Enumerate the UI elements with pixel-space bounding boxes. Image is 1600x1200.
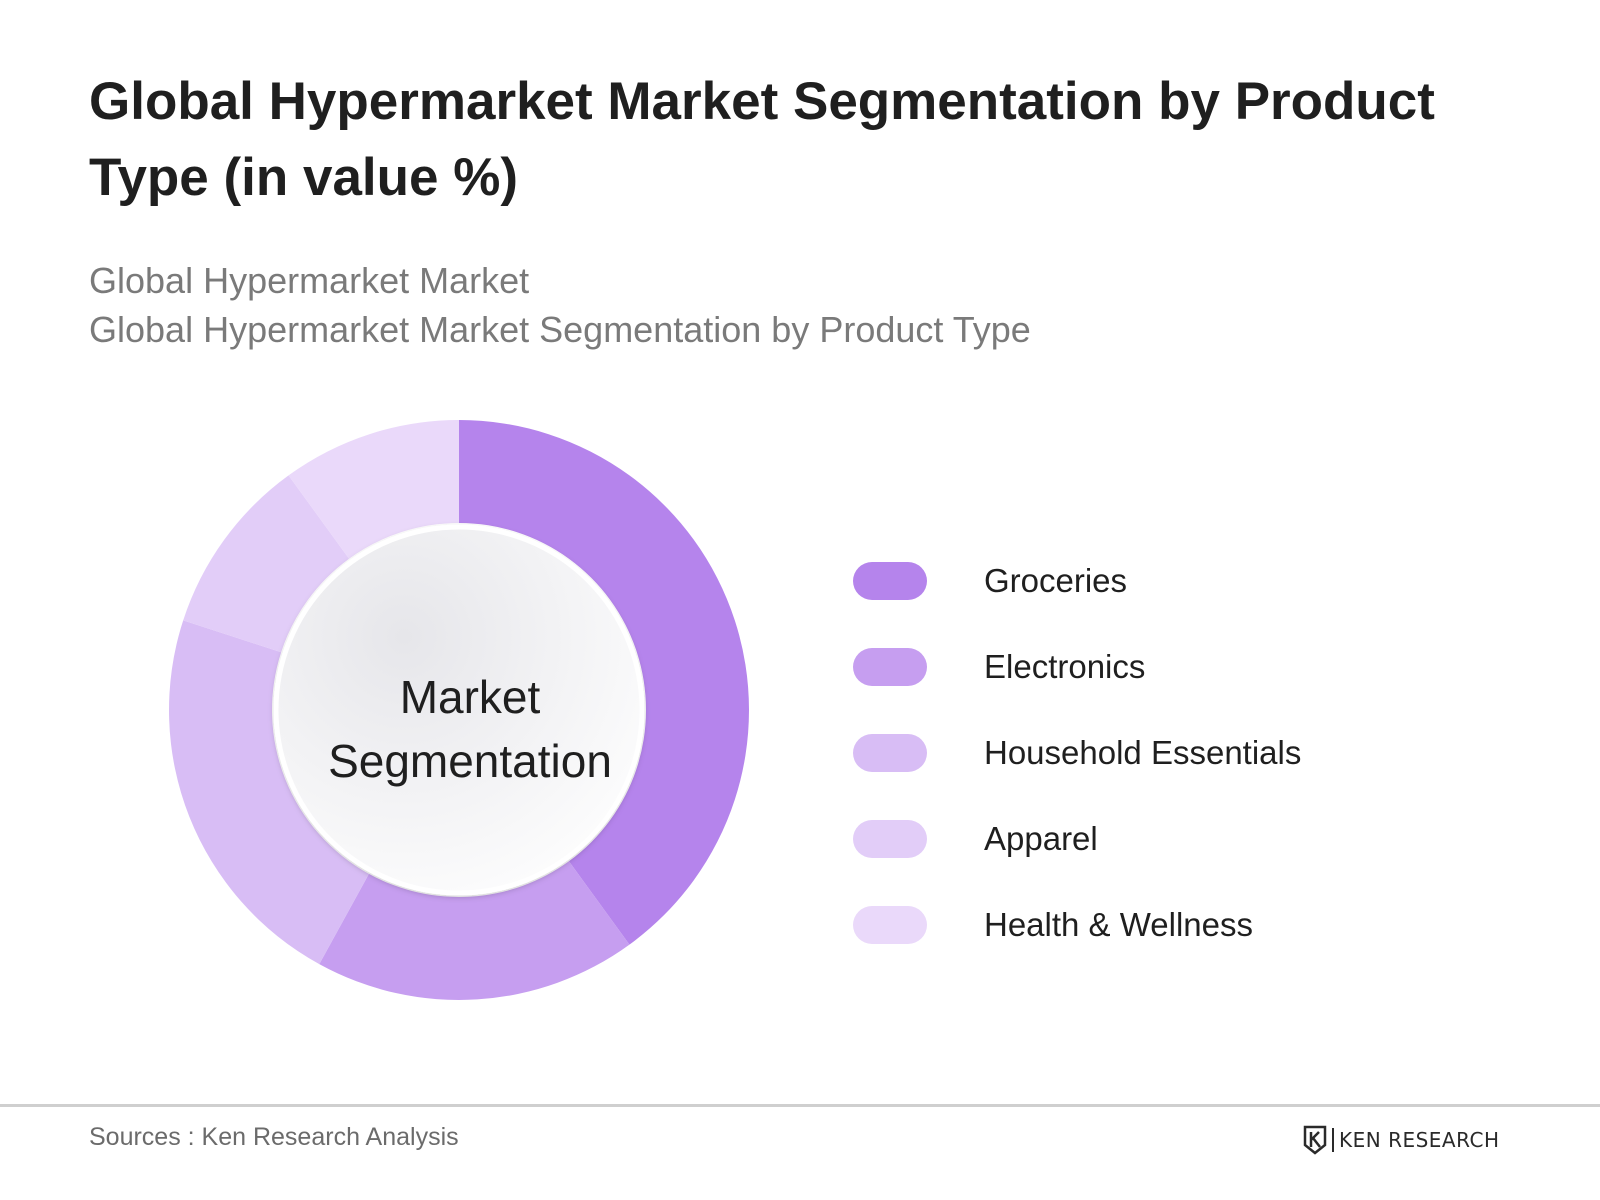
chart-subtitle: Global Hypermarket Market Global Hyperma… — [89, 256, 1389, 354]
brand-logo: KEN RESEARCH — [1302, 1124, 1500, 1156]
center-label-line-2: Segmentation — [328, 735, 612, 787]
subtitle-line-2: Global Hypermarket Market Segmentation b… — [89, 309, 1031, 350]
brand-name: KEN RESEARCH — [1339, 1128, 1500, 1152]
legend-item-health-wellness: Health & Wellness — [853, 900, 1573, 986]
legend-item-groceries: Groceries — [853, 556, 1573, 642]
donut-center — [273, 524, 645, 896]
donut-slices — [169, 420, 749, 1000]
chart-legend: Groceries Electronics Household Essentials… — [853, 556, 1573, 986]
ken-research-logo-icon — [1303, 1125, 1327, 1155]
legend-item-electronics: Electronics — [853, 642, 1573, 728]
chart-title: Global Hypermarket Market Segmentation b… — [89, 72, 1435, 207]
legend-label: Electronics — [984, 648, 1146, 685]
subtitle-line-1: Global Hypermarket Market — [89, 260, 530, 301]
legend-label: Household Essentials — [984, 734, 1302, 771]
donut-chart: Market Segmentation — [160, 420, 780, 1040]
donut-slice-health-wellness — [288, 420, 459, 559]
brand-separator — [1332, 1128, 1334, 1152]
donut-slice-household-essentials — [169, 620, 369, 965]
legend-swatch — [853, 906, 927, 944]
legend-swatch — [853, 648, 927, 686]
footer-divider — [0, 1104, 1600, 1107]
footer-source: Sources : Ken Research Analysis — [89, 1123, 459, 1151]
donut-center-label: Market Segmentation — [278, 665, 662, 793]
donut-chart-svg — [169, 420, 749, 1000]
donut-slice-apparel — [183, 475, 350, 653]
legend-swatch — [853, 562, 927, 600]
legend-swatch — [853, 734, 927, 772]
legend-item-household-essentials: Household Essentials — [853, 728, 1573, 814]
legend-label: Groceries — [984, 562, 1128, 599]
legend-swatch — [853, 820, 927, 858]
donut-slice-groceries — [459, 420, 749, 945]
legend-label: Apparel — [984, 820, 1098, 857]
legend-label: Health & Wellness — [984, 906, 1254, 943]
donut-slice-electronics — [319, 861, 630, 1000]
legend-item-apparel: Apparel — [853, 814, 1573, 900]
center-label-line-1: Market — [399, 671, 541, 723]
